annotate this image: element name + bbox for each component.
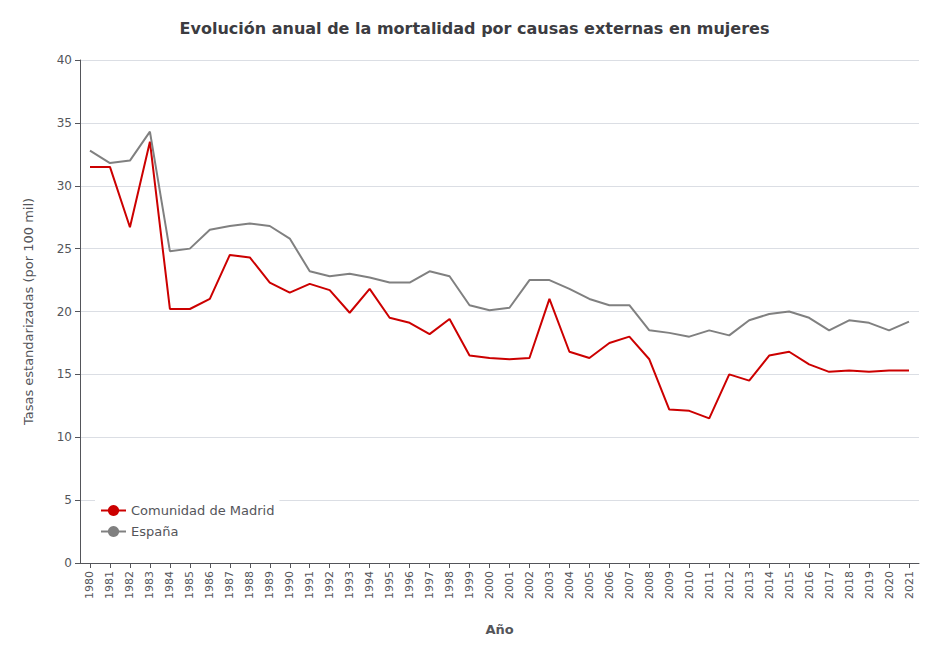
svg-text:2008: 2008 bbox=[643, 571, 656, 599]
svg-text:1991: 1991 bbox=[303, 571, 316, 599]
svg-text:1986: 1986 bbox=[203, 571, 216, 599]
svg-text:0: 0 bbox=[64, 556, 72, 570]
svg-text:2005: 2005 bbox=[583, 571, 596, 599]
svg-text:Comunidad de Madrid: Comunidad de Madrid bbox=[131, 503, 274, 518]
svg-text:2004: 2004 bbox=[563, 571, 576, 599]
svg-text:2007: 2007 bbox=[623, 571, 636, 599]
svg-text:1989: 1989 bbox=[263, 571, 276, 599]
svg-text:2010: 2010 bbox=[683, 571, 696, 599]
svg-text:2015: 2015 bbox=[783, 571, 796, 599]
svg-text:1995: 1995 bbox=[383, 571, 396, 599]
svg-text:2017: 2017 bbox=[823, 571, 836, 599]
svg-text:2001: 2001 bbox=[503, 571, 516, 599]
svg-text:35: 35 bbox=[57, 116, 72, 130]
svg-text:1999: 1999 bbox=[463, 571, 476, 599]
svg-text:2021: 2021 bbox=[903, 571, 916, 599]
svg-text:2016: 2016 bbox=[803, 571, 816, 599]
svg-text:2019: 2019 bbox=[863, 571, 876, 599]
svg-text:1985: 1985 bbox=[183, 571, 196, 599]
svg-text:1981: 1981 bbox=[103, 571, 116, 599]
svg-text:1997: 1997 bbox=[423, 571, 436, 599]
svg-text:30: 30 bbox=[57, 179, 72, 193]
svg-text:España: España bbox=[131, 524, 178, 539]
svg-text:2012: 2012 bbox=[723, 571, 736, 599]
svg-text:5: 5 bbox=[64, 493, 72, 507]
svg-text:1990: 1990 bbox=[283, 571, 296, 599]
svg-text:1980: 1980 bbox=[83, 571, 96, 599]
svg-text:1987: 1987 bbox=[223, 571, 236, 599]
svg-text:2000: 2000 bbox=[483, 571, 496, 599]
svg-text:1994: 1994 bbox=[363, 571, 376, 599]
svg-text:2014: 2014 bbox=[763, 571, 776, 599]
svg-text:2006: 2006 bbox=[603, 571, 616, 599]
svg-text:1983: 1983 bbox=[143, 571, 156, 599]
svg-text:2013: 2013 bbox=[743, 571, 756, 599]
svg-text:1996: 1996 bbox=[403, 571, 416, 599]
svg-text:2020: 2020 bbox=[883, 571, 896, 599]
svg-text:1984: 1984 bbox=[163, 571, 176, 599]
svg-text:25: 25 bbox=[57, 242, 72, 256]
svg-text:1982: 1982 bbox=[123, 571, 136, 599]
svg-text:2002: 2002 bbox=[523, 571, 536, 599]
svg-text:Evolución anual de la mortalid: Evolución anual de la mortalidad por cau… bbox=[180, 19, 770, 38]
svg-text:1992: 1992 bbox=[323, 571, 336, 599]
svg-text:2011: 2011 bbox=[703, 571, 716, 599]
svg-text:2003: 2003 bbox=[543, 571, 556, 599]
svg-text:20: 20 bbox=[57, 305, 72, 319]
svg-text:10: 10 bbox=[57, 430, 72, 444]
svg-text:1993: 1993 bbox=[343, 571, 356, 599]
svg-text:1998: 1998 bbox=[443, 571, 456, 599]
svg-text:2018: 2018 bbox=[843, 571, 856, 599]
svg-text:15: 15 bbox=[57, 367, 72, 381]
svg-text:Año: Año bbox=[485, 622, 513, 637]
svg-text:1988: 1988 bbox=[243, 571, 256, 599]
svg-text:Tasas estandarizadas (por 100: Tasas estandarizadas (por 100 mil) bbox=[21, 198, 36, 426]
svg-text:40: 40 bbox=[57, 53, 72, 67]
svg-text:2009: 2009 bbox=[663, 571, 676, 599]
